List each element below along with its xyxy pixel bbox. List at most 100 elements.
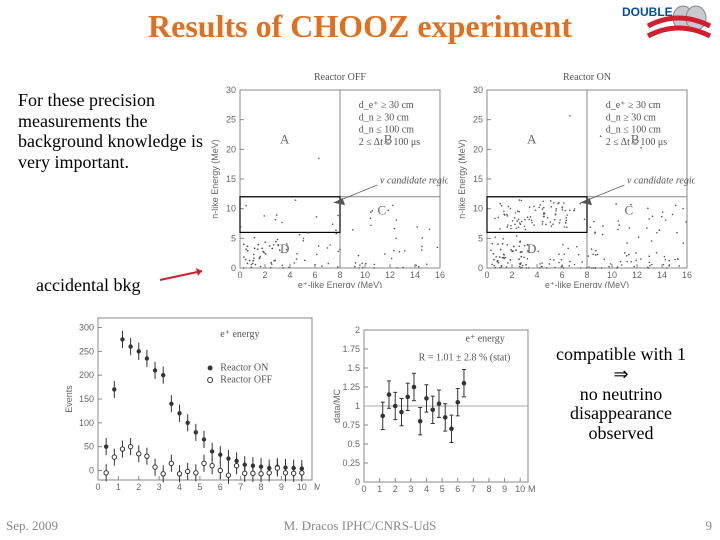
double-chooz-logo: DOUBLE	[618, 2, 718, 42]
svg-text:0: 0	[361, 484, 366, 494]
svg-text:9: 9	[502, 484, 507, 494]
svg-text:1: 1	[116, 482, 121, 492]
svg-text:5: 5	[197, 482, 202, 492]
ratio-chart: 01234567891000.250.50.7511.251.51.752MeV…	[330, 320, 535, 500]
svg-text:0.25: 0.25	[342, 458, 360, 468]
svg-text:7: 7	[238, 482, 243, 492]
footer-page: 9	[706, 518, 713, 534]
svg-text:16: 16	[435, 270, 445, 280]
svg-text:0: 0	[355, 477, 360, 487]
svg-text:1.5: 1.5	[347, 363, 360, 373]
svg-text:0.75: 0.75	[342, 420, 360, 430]
svg-text:ν candidate region: ν candidate region	[380, 176, 448, 187]
svg-text:MeV: MeV	[528, 484, 535, 494]
svg-text:1: 1	[355, 401, 360, 411]
svg-text:0: 0	[237, 270, 242, 280]
svg-text:0: 0	[478, 263, 483, 273]
intro-paragraph: For these precision measurements the bac…	[18, 90, 203, 173]
svg-text:0: 0	[231, 263, 236, 273]
svg-text:5: 5	[440, 484, 445, 494]
accidental-bkg-label: accidental bkg	[36, 275, 140, 296]
compatible-line1: compatible with 1	[556, 344, 686, 364]
svg-text:d_n ≤ 100 cm: d_n ≤ 100 cm	[606, 125, 661, 136]
svg-text:25: 25	[473, 115, 483, 125]
svg-text:8: 8	[486, 484, 491, 494]
svg-text:d_n ≥ 30 cm: d_n ≥ 30 cm	[606, 112, 656, 123]
svg-text:15: 15	[473, 174, 483, 184]
svg-text:3: 3	[408, 484, 413, 494]
svg-text:A: A	[280, 131, 290, 146]
svg-text:50: 50	[84, 442, 94, 452]
svg-text:data/MC: data/MC	[332, 388, 342, 423]
svg-text:10: 10	[297, 482, 307, 492]
svg-text:20: 20	[226, 144, 236, 154]
svg-text:4: 4	[177, 482, 182, 492]
svg-text:e⁺ energy: e⁺ energy	[220, 329, 259, 340]
svg-text:16: 16	[682, 270, 692, 280]
svg-text:1: 1	[377, 484, 382, 494]
svg-text:d_n ≤ 100 cm: d_n ≤ 100 cm	[359, 125, 414, 136]
svg-text:A: A	[527, 131, 537, 146]
svg-text:20: 20	[473, 144, 483, 154]
svg-text:25: 25	[226, 115, 236, 125]
svg-text:e⁺ energy: e⁺ energy	[466, 333, 505, 344]
svg-text:C: C	[625, 203, 634, 218]
svg-text:1.25: 1.25	[342, 382, 360, 392]
svg-text:n-like Energy (MeV): n-like Energy (MeV)	[457, 139, 467, 219]
svg-text:12: 12	[385, 270, 395, 280]
svg-text:7: 7	[471, 484, 476, 494]
svg-text:9: 9	[279, 482, 284, 492]
conclusion-text: compatible with 1 ⇒ no neutrino disappea…	[536, 345, 706, 444]
svg-text:0.5: 0.5	[347, 439, 360, 449]
svg-text:1.75: 1.75	[342, 344, 360, 354]
svg-text:10: 10	[226, 204, 236, 214]
svg-text:R = 1.01 ± 2.8 % (stat): R = 1.01 ± 2.8 % (stat)	[419, 352, 511, 363]
svg-text:d_e⁺ ≥ 30 cm: d_e⁺ ≥ 30 cm	[359, 100, 414, 111]
svg-text:2: 2	[355, 325, 360, 335]
svg-text:15: 15	[226, 174, 236, 184]
footer-author: M. Dracos IPHC/CNRS-UdS	[284, 518, 437, 534]
svg-text:Reactor ON: Reactor ON	[220, 362, 268, 373]
svg-text:30: 30	[473, 85, 483, 95]
scatter-reactor-off: Reactor OFF0246810121416051015202530e⁺-l…	[208, 68, 448, 288]
svg-text:4: 4	[534, 270, 539, 280]
svg-text:ν candidate region: ν candidate region	[627, 176, 695, 187]
svg-text:2: 2	[262, 270, 267, 280]
svg-text:2: 2	[509, 270, 514, 280]
svg-text:5: 5	[478, 233, 483, 243]
svg-text:Reactor OFF: Reactor OFF	[314, 72, 366, 83]
svg-text:0: 0	[89, 465, 94, 475]
svg-text:250: 250	[79, 346, 94, 356]
svg-text:14: 14	[657, 270, 667, 280]
svg-text:6: 6	[218, 482, 223, 492]
svg-text:8: 8	[584, 270, 589, 280]
svg-text:2: 2	[393, 484, 398, 494]
scatter-reactor-on: Reactor ON0246810121416051015202530e⁺-li…	[455, 68, 695, 288]
svg-text:4: 4	[424, 484, 429, 494]
svg-text:6: 6	[312, 270, 317, 280]
svg-text:30: 30	[226, 85, 236, 95]
svg-text:6: 6	[455, 484, 460, 494]
svg-text:4: 4	[287, 270, 292, 280]
svg-text:Reactor ON: Reactor ON	[563, 72, 611, 83]
svg-text:100: 100	[79, 418, 94, 428]
svg-text:8: 8	[259, 482, 264, 492]
svg-text:MeV: MeV	[314, 482, 320, 492]
svg-text:e⁺-like Energy (MeV): e⁺-like Energy (MeV)	[545, 280, 629, 288]
svg-text:0: 0	[484, 270, 489, 280]
svg-text:e⁺-like Energy (MeV): e⁺-like Energy (MeV)	[298, 280, 382, 288]
svg-text:14: 14	[410, 270, 420, 280]
svg-text:8: 8	[337, 270, 342, 280]
svg-text:n-like Energy (MeV): n-like Energy (MeV)	[210, 139, 220, 219]
svg-text:D: D	[280, 241, 289, 256]
svg-text:D: D	[527, 241, 536, 256]
svg-text:200: 200	[79, 370, 94, 380]
svg-text:150: 150	[79, 394, 94, 404]
svg-text:10: 10	[473, 204, 483, 214]
events-chart: 012345678910050100150200250300MeVEventse…	[60, 308, 320, 498]
svg-text:6: 6	[559, 270, 564, 280]
page-title: Results of CHOOZ experiment	[0, 0, 720, 45]
svg-text:DOUBLE: DOUBLE	[622, 5, 673, 19]
svg-text:2 ≤ Δt ≤ 100 μs: 2 ≤ Δt ≤ 100 μs	[359, 137, 420, 148]
svg-text:10: 10	[515, 484, 525, 494]
